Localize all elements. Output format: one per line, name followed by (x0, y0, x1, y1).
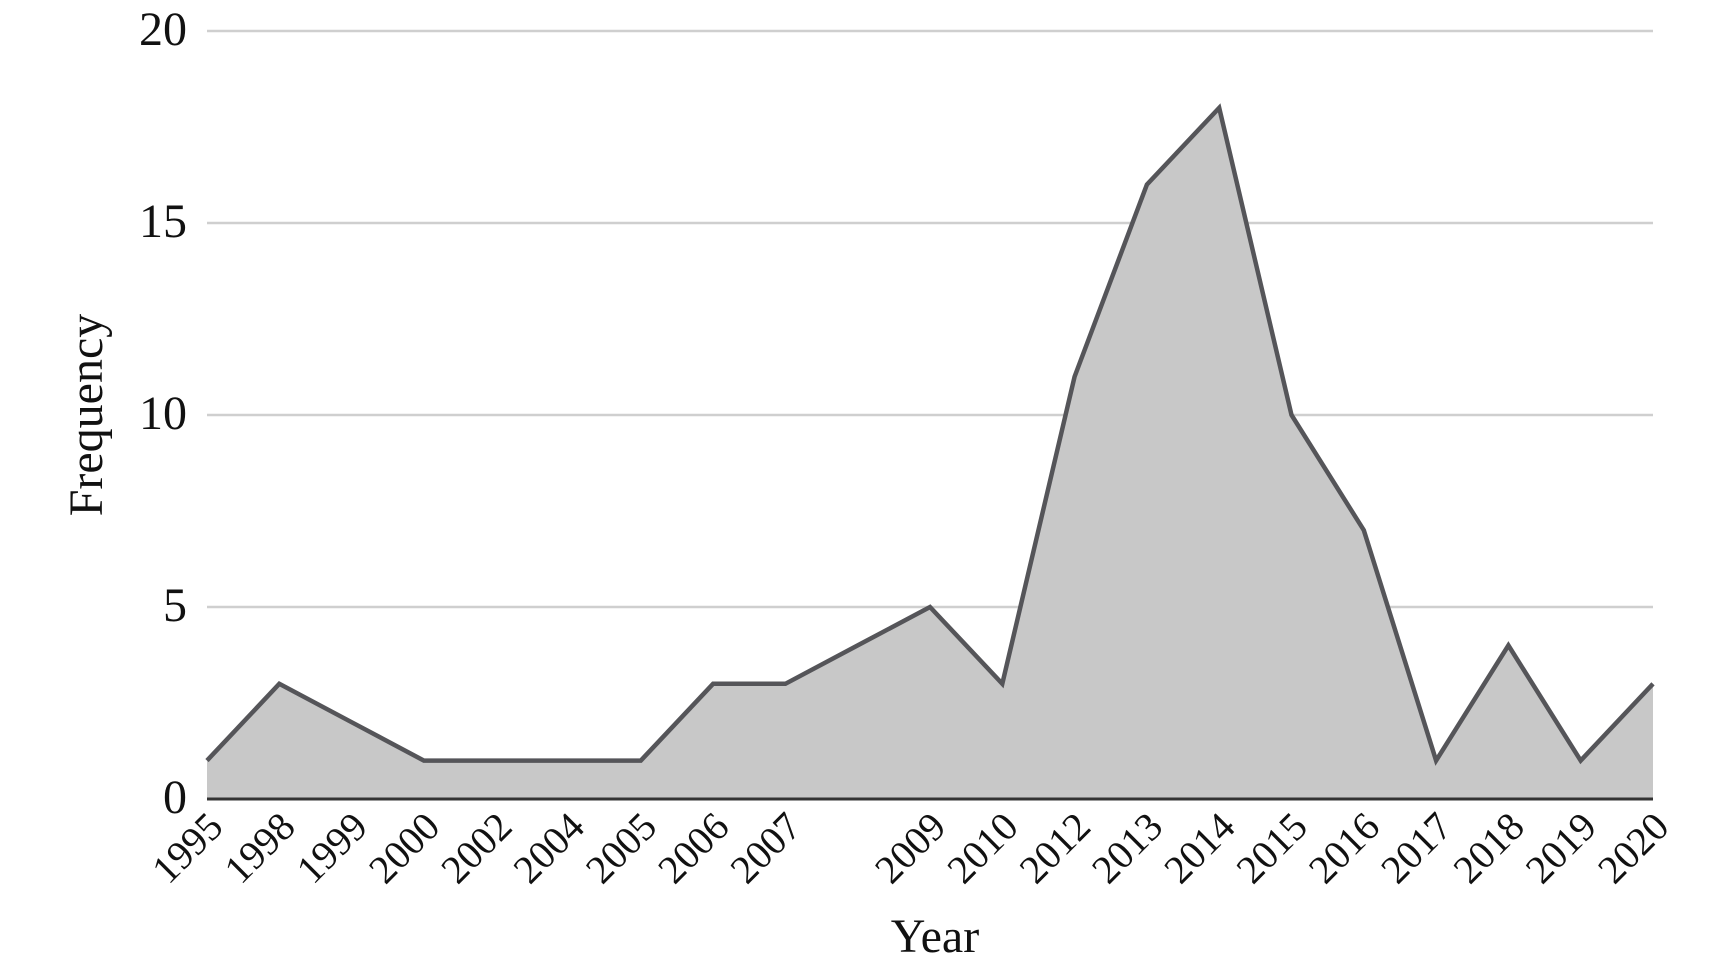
y-tick-label: 10 (139, 387, 187, 440)
x-tick-label: 2004 (504, 804, 592, 892)
x-tick-label: 2009 (866, 804, 954, 892)
x-tick-label: 2000 (360, 804, 448, 892)
area-fill (207, 107, 1653, 800)
x-tick-label: 2019 (1517, 804, 1605, 892)
x-tick-label: 2014 (1155, 804, 1243, 892)
x-tick-label: 1995 (143, 804, 231, 892)
x-tick-label: 2010 (938, 804, 1026, 892)
y-tick-label: 20 (139, 3, 187, 56)
x-tick-label: 2012 (1011, 804, 1099, 892)
y-axis-title: Frequency (60, 314, 113, 517)
x-tick-label: 2017 (1372, 804, 1460, 892)
x-tick-label: 1999 (288, 804, 376, 892)
x-tick-label: 2007 (721, 804, 809, 892)
x-tick-label: 2018 (1444, 804, 1532, 892)
x-tick-label: 2006 (649, 804, 737, 892)
x-tick-label: 2016 (1300, 804, 1388, 892)
x-tick-label: 2015 (1227, 804, 1315, 892)
x-tick-label: 1998 (215, 804, 303, 892)
x-axis-title: Year (891, 910, 979, 963)
y-tick-label: 15 (139, 195, 187, 248)
x-tick-label: 2002 (432, 804, 520, 892)
x-tick-label: 2020 (1589, 804, 1677, 892)
x-tick-label: 2013 (1083, 804, 1171, 892)
y-tick-label: 5 (163, 579, 187, 632)
area-line (205, 103, 1655, 766)
y-tick-label: 0 (163, 771, 187, 824)
x-tick-label: 2005 (577, 804, 665, 892)
